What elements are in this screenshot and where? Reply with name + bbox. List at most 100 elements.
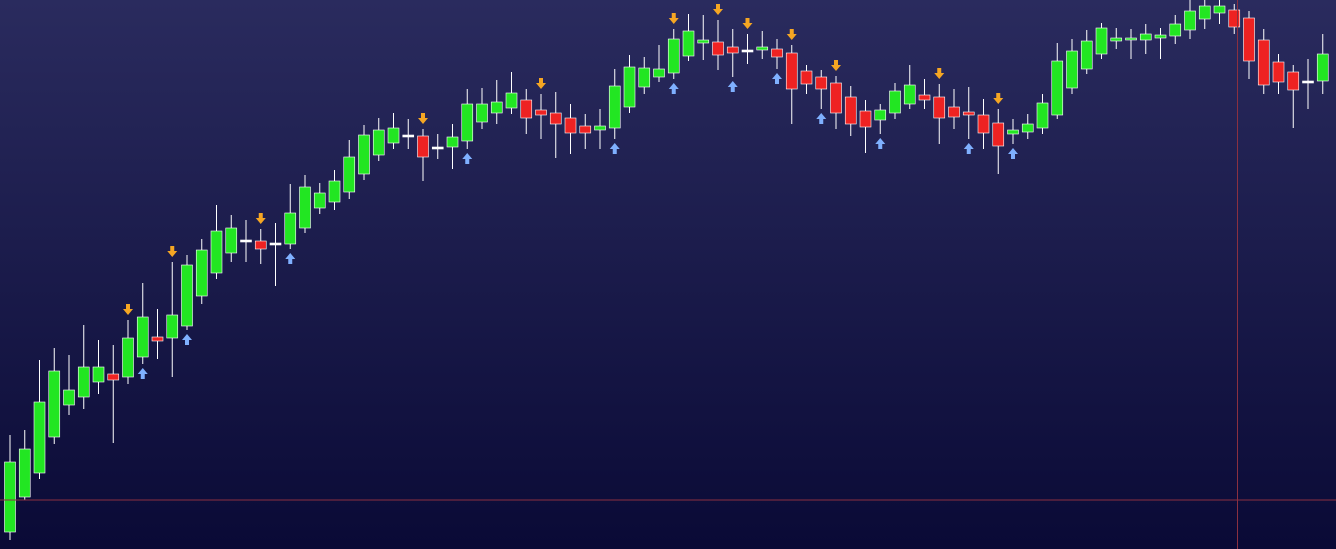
sell-arrow	[786, 29, 797, 40]
candle-body	[889, 90, 901, 114]
candle-body	[608, 85, 621, 129]
buy-arrow	[285, 253, 296, 264]
sell-arrow	[255, 213, 266, 224]
candle-body	[712, 41, 724, 56]
candle-body	[1316, 53, 1329, 82]
buy-arrow	[816, 113, 827, 124]
candle-body	[358, 134, 370, 175]
candle-body	[1080, 40, 1093, 70]
candle-body	[151, 336, 164, 342]
candle-body	[859, 110, 872, 128]
candle-body	[1154, 34, 1167, 39]
candle-body	[1007, 129, 1019, 135]
candle-body	[741, 49, 754, 53]
buy-arrow	[668, 83, 679, 94]
buy-arrow	[137, 368, 148, 379]
candle-body	[594, 125, 606, 131]
candle-body	[815, 76, 828, 90]
sell-arrow	[123, 304, 133, 315]
candle-body	[535, 109, 547, 116]
candle-body	[903, 84, 916, 105]
candle-body	[63, 389, 75, 406]
buy-arrow	[727, 81, 738, 92]
candle-body	[697, 39, 710, 44]
candle-body	[977, 114, 990, 134]
sell-arrow	[713, 4, 723, 15]
sell-arrow	[668, 13, 679, 24]
candle-body	[77, 366, 90, 398]
buy-arrow	[963, 143, 974, 154]
candle-body	[1228, 9, 1241, 28]
candle-body	[107, 373, 120, 381]
candle-body	[549, 112, 562, 125]
candle-body	[756, 46, 769, 51]
candle-body	[372, 129, 385, 156]
candle-body	[1125, 37, 1137, 41]
candle-body	[240, 239, 252, 243]
candle-body	[122, 337, 134, 378]
candle-body	[284, 212, 297, 245]
candle-body	[667, 38, 680, 74]
candle-body	[461, 103, 474, 142]
candle-body	[785, 52, 798, 90]
candle-body	[564, 117, 577, 134]
candle-body	[1110, 37, 1123, 42]
candle-body	[992, 122, 1005, 147]
candle-body	[1066, 50, 1078, 89]
candle-body	[1184, 10, 1196, 31]
candle-body	[653, 68, 665, 78]
candle-body	[1095, 27, 1108, 55]
candle-body	[446, 136, 459, 148]
buy-arrow	[462, 153, 473, 164]
candle-body	[638, 67, 651, 88]
candle-body	[254, 240, 267, 250]
buy-arrow	[875, 138, 886, 149]
candle-body	[1243, 17, 1255, 62]
candle-body	[579, 125, 592, 134]
buy-arrow	[1008, 148, 1018, 159]
candle-body	[1287, 71, 1300, 91]
candle-body	[417, 135, 429, 158]
candle-body	[1169, 23, 1182, 37]
candle-body	[874, 109, 887, 121]
candle-body	[962, 111, 975, 116]
candle-body	[33, 401, 46, 474]
candle-body	[210, 230, 223, 274]
candle-body	[1051, 60, 1064, 116]
candle-body	[933, 96, 946, 119]
candle-body	[520, 99, 533, 119]
candle-body	[830, 82, 842, 114]
candle-body	[1302, 80, 1314, 84]
sell-arrow	[418, 113, 428, 124]
candle-body	[328, 180, 341, 203]
candle-body	[48, 370, 61, 438]
candle-body	[623, 66, 636, 108]
sell-arrow	[934, 68, 945, 79]
buy-arrow	[609, 143, 620, 154]
candle-body	[4, 461, 16, 533]
candle-body	[844, 96, 857, 125]
candle-body	[490, 101, 503, 114]
sell-arrow	[831, 60, 841, 71]
sell-arrow	[536, 78, 546, 89]
candle-body	[402, 134, 415, 138]
candle-body	[195, 249, 208, 297]
candle-body	[18, 448, 31, 498]
candle-body	[771, 48, 783, 58]
candle-body	[1257, 39, 1270, 86]
candle-body	[166, 314, 179, 339]
candle-body	[726, 46, 739, 54]
candle-body	[1272, 61, 1285, 83]
candle-body	[92, 366, 105, 383]
candle-body	[269, 242, 282, 246]
sell-arrow	[167, 246, 178, 257]
candle-body	[1036, 102, 1049, 129]
candle-body	[343, 156, 356, 193]
candle-body	[948, 106, 960, 118]
candle-body	[1021, 123, 1034, 133]
candle-body	[181, 264, 193, 327]
candle-body	[1213, 5, 1226, 14]
